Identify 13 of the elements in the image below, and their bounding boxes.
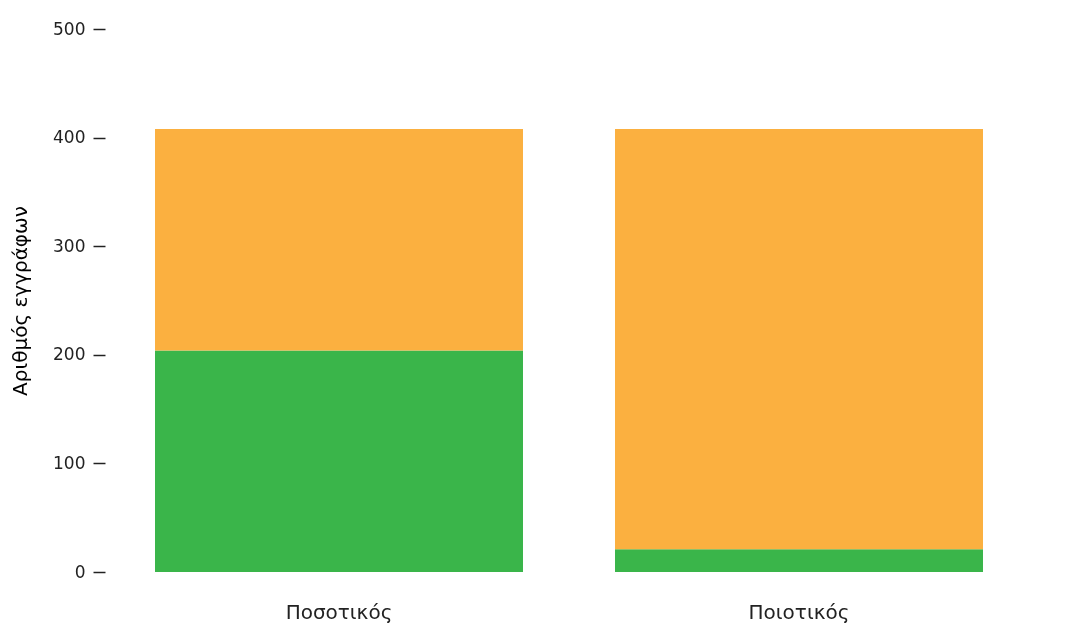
bar bbox=[155, 350, 523, 572]
x-tick-label: Ποσοτικός bbox=[285, 599, 393, 624]
y-tick-label: 400 bbox=[53, 127, 86, 148]
y-tick-label: 0 bbox=[74, 561, 86, 582]
bar bbox=[615, 549, 983, 572]
x-tick-label: Ποιοτικός bbox=[748, 599, 850, 624]
y-tick-label: 100 bbox=[53, 452, 86, 473]
y-tick-label: 200 bbox=[53, 344, 86, 365]
y-axis-title: Αριθμός εγγράφων bbox=[8, 206, 33, 396]
bar bbox=[155, 128, 523, 351]
y-tick-label: 300 bbox=[53, 235, 86, 256]
bar bbox=[615, 128, 983, 550]
y-tick-label: 500 bbox=[53, 18, 86, 39]
